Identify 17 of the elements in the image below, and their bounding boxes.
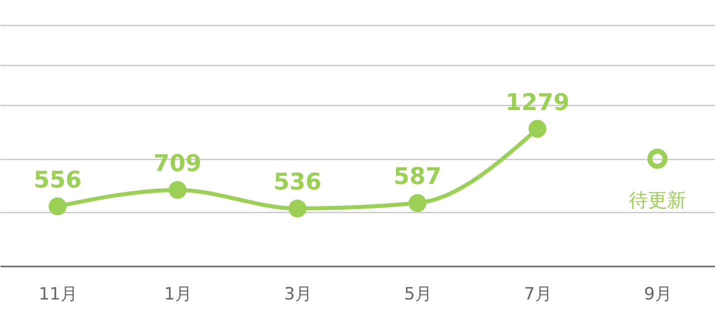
x-tick-label: 7月 [524,284,552,304]
data-label: 587 [393,164,442,190]
point [408,194,426,212]
point [288,200,306,218]
point [528,120,546,138]
data-label: 1279 [505,90,570,116]
point [48,197,67,216]
x-tick-label: 11月 [38,284,78,304]
annotation: 待更新 [628,190,686,212]
x-tick-label: 5月 [404,284,432,304]
data-label: 536 [274,170,322,196]
data-label: 709 [154,150,202,177]
x-tick-label: 9月 [644,284,672,304]
point [168,181,186,199]
x-tick-label: 1月 [164,284,192,304]
x-tick-label: 3月 [284,284,312,304]
data-label: 556 [34,167,82,194]
